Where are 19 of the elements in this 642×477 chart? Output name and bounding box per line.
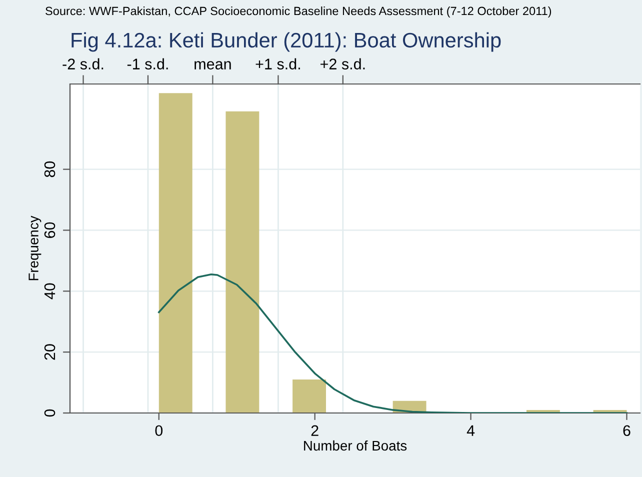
line-series [158, 273, 628, 413]
y-tick-label: 20 [44, 344, 56, 360]
y-tick-label: 0 [44, 409, 56, 417]
x-tick-label: 6 [623, 425, 630, 436]
x-tick-label: 0 [155, 425, 163, 436]
x-tick-label: 4 [466, 425, 475, 436]
ref-line-label: mean [194, 61, 231, 70]
x-tick-label: 2 [311, 425, 318, 436]
y-tick-label: 40 [44, 283, 56, 300]
ref-line-label: +2 s.d. [320, 58, 365, 70]
source-note: Source: WWF-Pakistan, CCAP Socioeconomic Baseline Needs Assessment (7-12 October 2011) [46, 6, 552, 18]
y-tick-label: 60 [44, 222, 56, 238]
chart-title: Fig 4.12a: Keti Bunder (2011): Boat Ownership [72, 32, 501, 52]
x-axis-title: Number of Boats [304, 440, 407, 451]
ref-line-label: -2 s.d. [62, 58, 104, 70]
y-tick-label: 80 [44, 161, 56, 178]
ref-line-label: -1 s.d. [127, 58, 168, 70]
ref-line-label: +1 s.d. [256, 58, 300, 70]
y-axis-title: Frequency [28, 216, 42, 280]
